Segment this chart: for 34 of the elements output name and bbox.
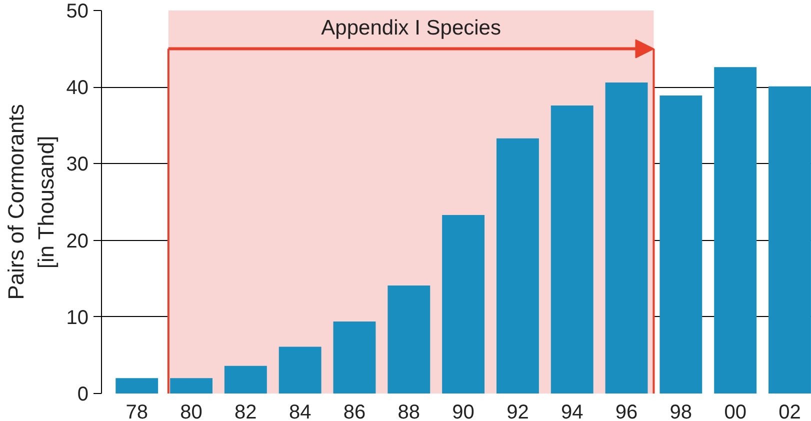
y-tick-label: 10 [66, 306, 89, 329]
bar [170, 378, 212, 394]
band-label: Appendix I Species [321, 16, 501, 40]
bar [333, 321, 376, 394]
y-tick-label: 50 [66, 0, 89, 22]
bar [224, 366, 267, 394]
bar [116, 378, 158, 394]
x-tick-label: 80 [180, 402, 202, 421]
bar [714, 67, 757, 394]
y-tick-label: 40 [66, 77, 89, 100]
x-tick-label: 88 [398, 402, 420, 421]
y-axis-title: Pairs of Cormorants [in Thousand] [3, 104, 58, 300]
y-tick-label: 20 [66, 230, 89, 252]
y-tick-label: 0 [77, 384, 88, 406]
bar [660, 96, 702, 394]
x-tick-label: 96 [615, 402, 638, 421]
x-tick-label: 82 [234, 402, 257, 421]
x-tick-label: 92 [506, 402, 529, 421]
x-tick-label: 98 [670, 402, 692, 421]
x-tick-label: 90 [452, 402, 474, 421]
bar [550, 105, 594, 394]
x-tick-label: 94 [560, 402, 584, 421]
bar [768, 86, 811, 394]
x-tick-label: 86 [343, 402, 366, 421]
x-tick-label: 02 [778, 402, 801, 421]
bar [278, 346, 322, 394]
bar [605, 82, 648, 394]
x-tick-label: 84 [288, 402, 312, 421]
bar [496, 138, 539, 394]
bar [442, 215, 485, 394]
bar [388, 285, 430, 394]
x-tick-label: 00 [724, 402, 746, 421]
x-tick-label: 78 [126, 402, 148, 421]
y-tick-label: 30 [66, 154, 89, 176]
